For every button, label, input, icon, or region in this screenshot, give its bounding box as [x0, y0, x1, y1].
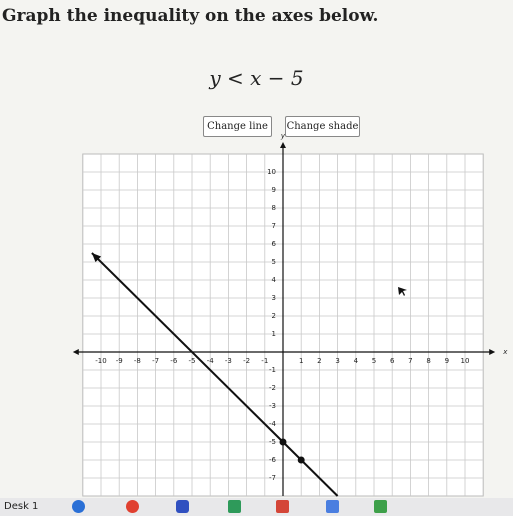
- y-tick-label: 3: [272, 294, 276, 302]
- prompt-title: Graph the inequality on the axes below.: [2, 6, 379, 26]
- x-tick-label: 1: [299, 357, 303, 365]
- app-icon[interactable]: [228, 500, 241, 513]
- y-axis-label: y: [280, 132, 286, 140]
- x-tick-label: 2: [317, 357, 321, 365]
- x-axis-label: x: [502, 348, 508, 356]
- x-tick-label: -6: [170, 357, 178, 365]
- line-arrowhead: [91, 253, 102, 263]
- x-tick-label: -1: [261, 357, 268, 365]
- x-tick-label: 9: [445, 357, 449, 365]
- line-point: [297, 456, 305, 464]
- app-icon[interactable]: [72, 500, 85, 513]
- y-tick-label: -6: [269, 456, 277, 464]
- y-tick-label: -1: [269, 366, 276, 374]
- y-tick-label: 9: [272, 186, 276, 194]
- line-point: [279, 438, 287, 446]
- boundary-line: [91, 252, 339, 497]
- x-tick-label: 10: [461, 357, 470, 365]
- x-tick-label: -8: [134, 357, 141, 365]
- x-tick-label: -3: [225, 357, 232, 365]
- x-tick-label: -5: [189, 357, 196, 365]
- mouse-cursor: [398, 287, 407, 296]
- y-tick-label: 10: [267, 168, 276, 176]
- y-tick-label: 1: [272, 330, 276, 338]
- desk-label: Desk 1: [4, 501, 39, 512]
- x-tick-label: 6: [390, 357, 395, 365]
- taskbar: Desk 1: [0, 498, 513, 516]
- change-line-button[interactable]: Change line: [203, 116, 272, 137]
- x-tick-label: 7: [408, 357, 412, 365]
- y-tick-label: 5: [272, 258, 276, 266]
- x-tick-label: 5: [372, 357, 376, 365]
- x-tick-label: -9: [116, 357, 123, 365]
- y-tick-label: 2: [272, 312, 276, 320]
- y-tick-label: 6: [272, 240, 277, 248]
- app-icon[interactable]: [374, 500, 387, 513]
- change-shade-button[interactable]: Change shade: [285, 116, 360, 137]
- x-tick-label: 4: [354, 357, 359, 365]
- y-tick-label: -7: [269, 474, 276, 482]
- app-icon[interactable]: [176, 500, 189, 513]
- app-icon[interactable]: [126, 500, 139, 513]
- x-tick-label: 8: [426, 357, 430, 365]
- y-tick-label: -3: [269, 402, 276, 410]
- app-icon[interactable]: [276, 500, 289, 513]
- x-tick-label: 3: [335, 357, 339, 365]
- x-tick-label: -10: [95, 357, 106, 365]
- x-tick-label: -7: [152, 357, 159, 365]
- x-tick-label: -4: [207, 357, 215, 365]
- graph: -10 -9 -8 -7 -6 -5 -4 -3 -2 -1 1 2 3 4 5 6 7 8 9 10 -7 -6 -5 -4…: [72, 132, 508, 497]
- x-tick-label: -2: [243, 357, 250, 365]
- app-icon[interactable]: [326, 500, 339, 513]
- y-tick-label: 7: [272, 222, 276, 230]
- inequality: y < x − 5: [209, 66, 304, 90]
- y-tick-label: -5: [269, 438, 276, 446]
- y-tick-label: -4: [269, 420, 277, 428]
- y-tick-label: 4: [272, 276, 277, 284]
- y-tick-label: -2: [269, 384, 276, 392]
- y-tick-label: 8: [272, 204, 276, 212]
